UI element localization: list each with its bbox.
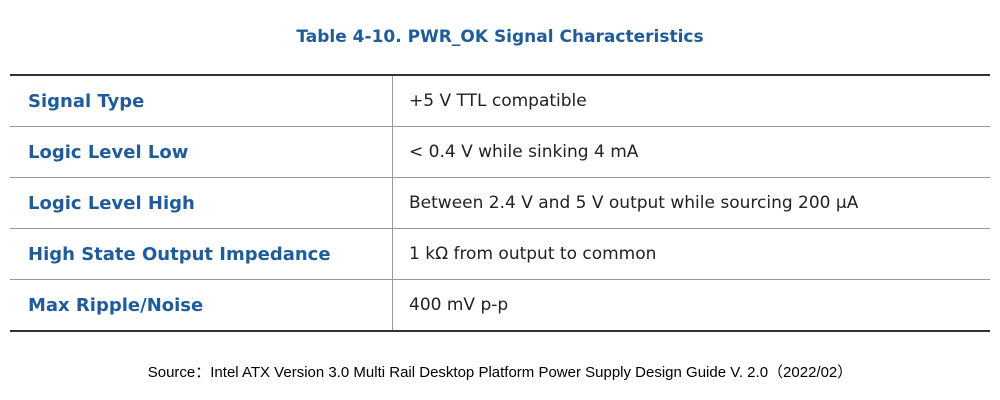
- row-value: Between 2.4 V and 5 V output while sourc…: [392, 177, 990, 229]
- row-value: < 0.4 V while sinking 4 mA: [392, 126, 990, 178]
- table-row: Max Ripple/Noise 400 mV p-p: [10, 279, 990, 331]
- row-value: 400 mV p-p: [392, 279, 990, 331]
- source-note: Source：Intel ATX Version 3.0 Multi Rail …: [147, 364, 853, 381]
- table: Signal Type +5 V TTL compatible Logic Lev…: [10, 74, 990, 332]
- table-row: High State Output Impedance 1 kΩ from out…: [10, 228, 990, 280]
- row-value: +5 V TTL compatible: [409, 91, 587, 111]
- row-label: Max Ripple/Noise: [10, 279, 393, 331]
- row-label: Logic Level High: [10, 177, 393, 229]
- table-row: Logic Level High Between 2.4 V and 5 V ou…: [10, 177, 990, 229]
- table-row: Signal Type +5 V TTL compatible: [10, 75, 990, 127]
- row-label: High State Output Impedance: [10, 228, 393, 280]
- row-value: 1 kΩ from output to common: [392, 228, 990, 280]
- row-label: Signal Type: [10, 75, 393, 127]
- row-label: Logic Level Low: [10, 126, 393, 178]
- table-row: Logic Level Low < 0.4 V while sinking 4 m…: [10, 126, 990, 178]
- table-title: Table 4-10. PWR_OK Signal Characteristic…: [296, 27, 704, 47]
